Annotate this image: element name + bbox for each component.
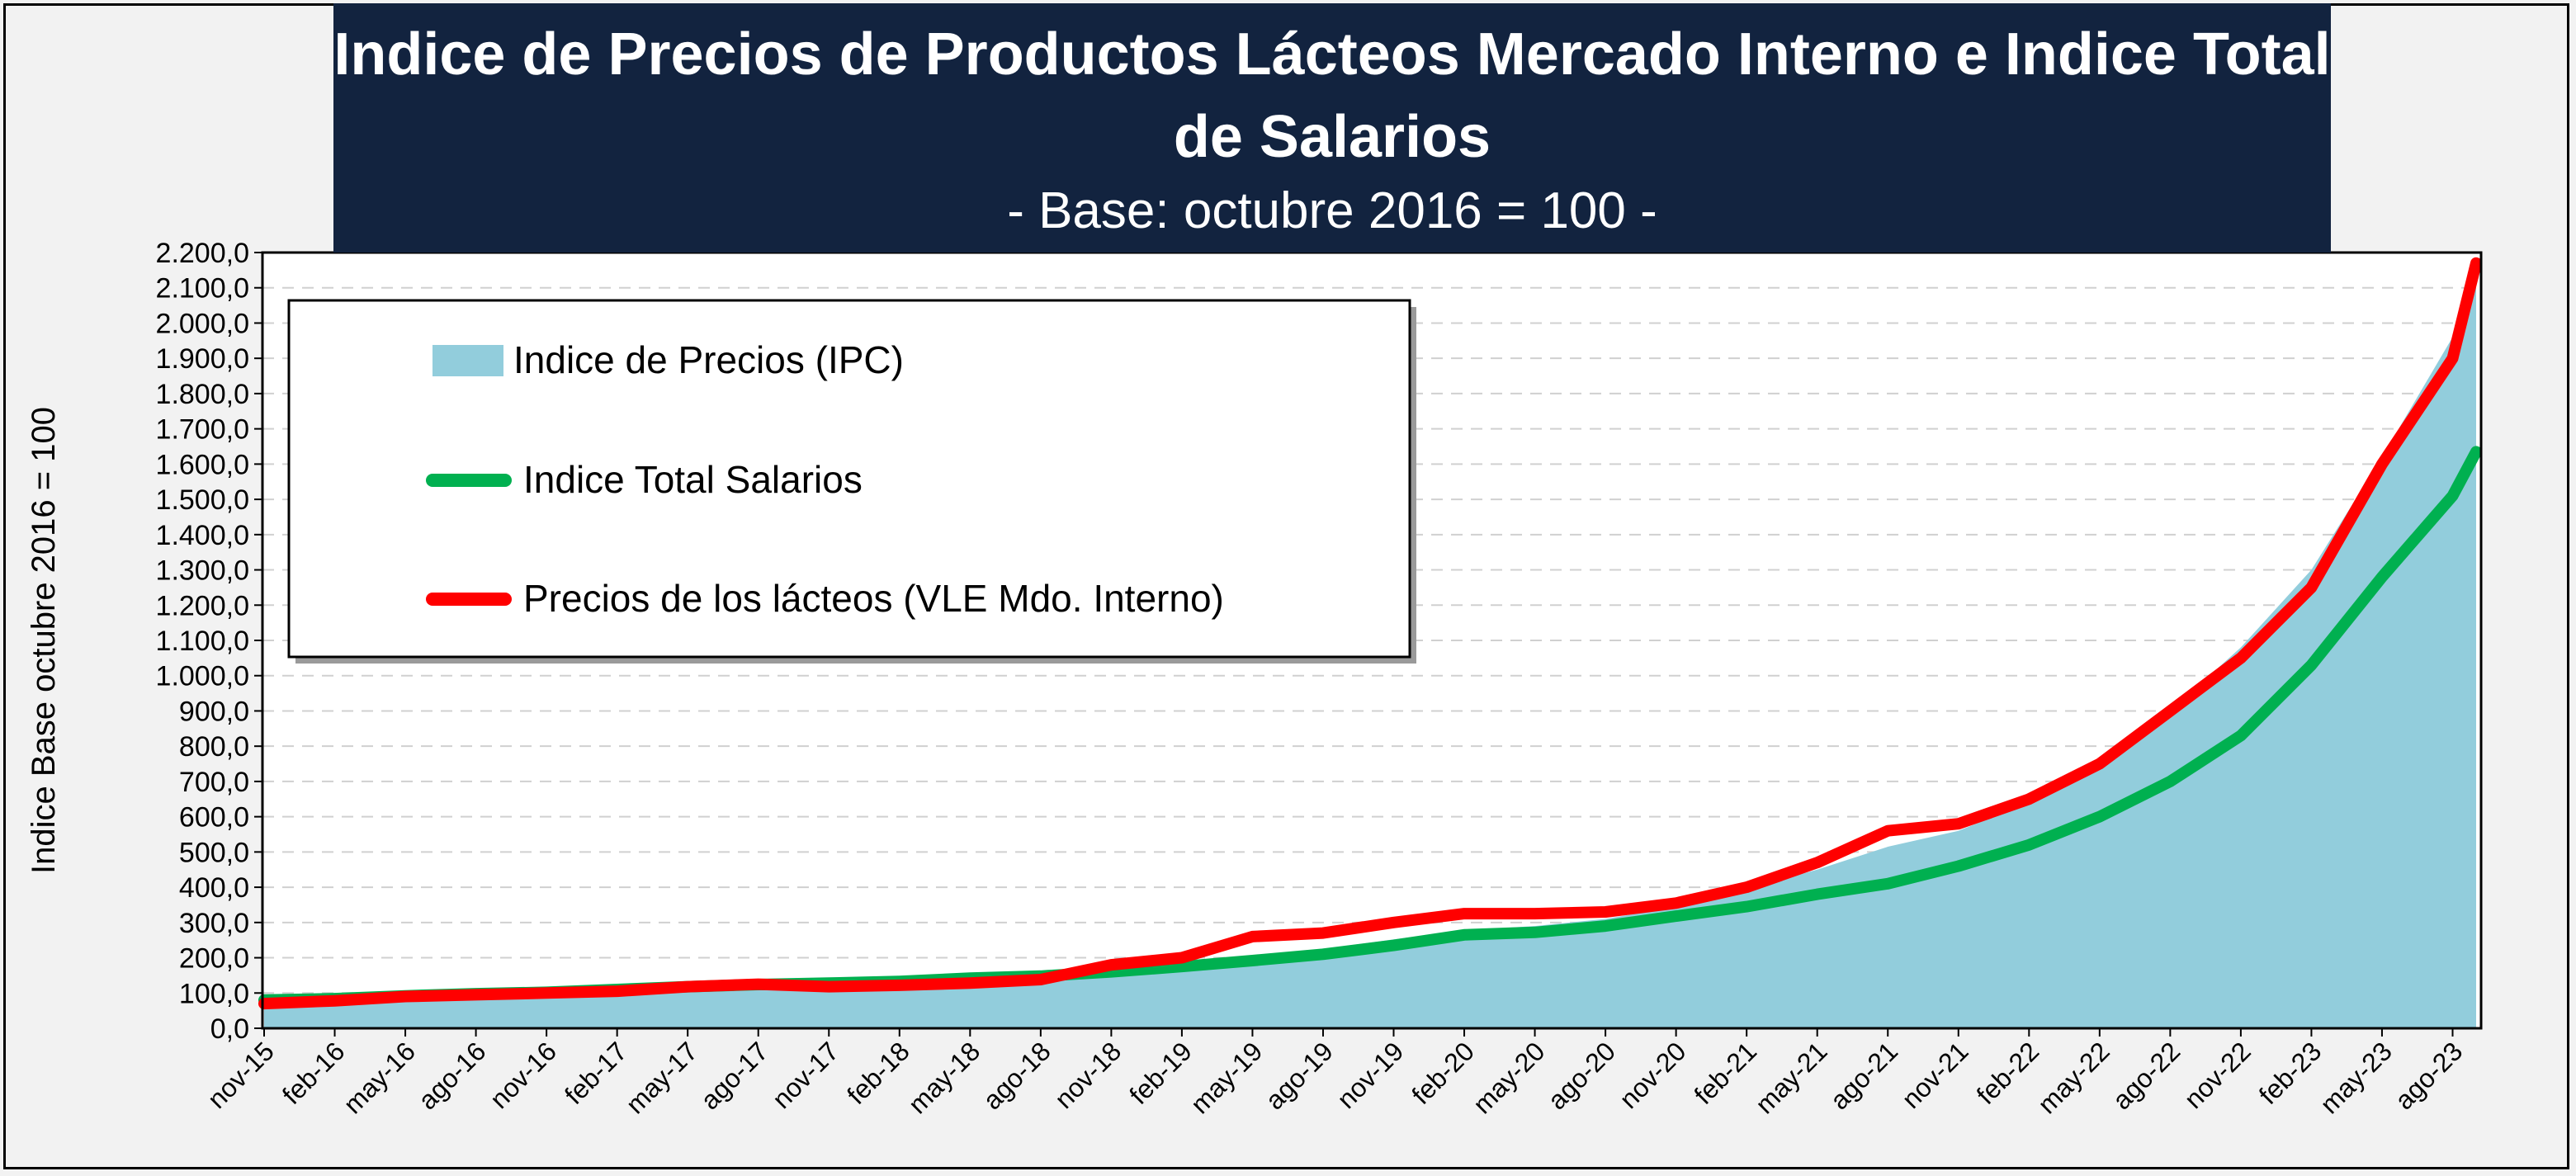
y-tick-label: 300,0 [179, 908, 249, 939]
y-tick-label: 500,0 [179, 837, 249, 868]
x-tick-label: nov-16 [484, 1036, 562, 1114]
y-tick-label: 400,0 [179, 872, 249, 904]
y-tick-label: 0,0 [210, 1013, 249, 1045]
y-tick-label: 1.500,0 [156, 484, 249, 516]
y-tick-label: 1.400,0 [156, 520, 249, 551]
series-area-indice-de-precios-ipc [264, 262, 2476, 1028]
x-tick-label: may-17 [620, 1036, 703, 1119]
x-tick-label: ago-21 [1824, 1036, 1903, 1115]
y-axis-label: Indice Base octubre 2016 = 100 [26, 407, 62, 874]
y-tick-label: 100,0 [179, 978, 249, 1009]
y-tick-label: 1.600,0 [156, 449, 249, 480]
x-tick-label: nov-20 [1614, 1036, 1692, 1114]
title-banner: Indice de Precios de Productos Lácteos M… [333, 3, 2331, 253]
x-tick-label: may-16 [338, 1036, 421, 1119]
y-tick-label: 1.100,0 [156, 626, 249, 657]
x-tick-label: nov-21 [1896, 1036, 1974, 1114]
x-tick-label: nov-22 [2178, 1036, 2257, 1114]
x-tick-label: nov-15 [201, 1036, 280, 1114]
y-tick-label: 1.800,0 [156, 379, 249, 410]
x-axis: nov-15feb-16may-16ago-16nov-16feb-17may-… [201, 1028, 2468, 1119]
legend-label-salarios: Indice Total Salarios [523, 458, 863, 501]
x-tick-label: may-20 [1468, 1036, 1551, 1119]
x-tick-label: nov-18 [1049, 1036, 1127, 1114]
y-tick-label: 700,0 [179, 767, 249, 798]
x-tick-label: ago-22 [2106, 1036, 2186, 1115]
y-tick-label: 1.900,0 [156, 343, 249, 375]
x-tick-label: ago-17 [695, 1036, 774, 1115]
y-tick-label: 900,0 [179, 696, 249, 727]
chart-title: Indice de Precios de Productos Lácteos M… [333, 21, 2331, 170]
x-tick-label: may-18 [902, 1036, 985, 1119]
legend-label-lacteos: Precios de los lácteos (VLE Mdo. Interno… [523, 577, 1224, 620]
x-tick-label: may-22 [2032, 1036, 2115, 1119]
x-tick-label: ago-16 [413, 1036, 492, 1115]
y-tick-label: 600,0 [179, 802, 249, 834]
series-line-precios-de-los-lacteos-vle-mdo-interno [258, 257, 2482, 1010]
chart-subtitle: - Base: octubre 2016 = 100 - [1007, 182, 1657, 239]
x-tick-label: ago-18 [977, 1036, 1056, 1115]
y-tick-label: 1.300,0 [156, 555, 249, 587]
x-tick-label: ago-19 [1260, 1036, 1339, 1115]
x-tick-label: nov-19 [1331, 1036, 1410, 1114]
y-tick-label: 800,0 [179, 731, 249, 763]
series-layer [258, 257, 2482, 1028]
x-tick-label: may-21 [1750, 1036, 1833, 1119]
y-tick-label: 2.100,0 [156, 273, 249, 305]
x-tick-label: may-23 [2314, 1036, 2398, 1119]
legend-label-ipc: Indice de Precios (IPC) [513, 338, 904, 381]
legend-swatch-ipc [432, 345, 503, 376]
x-tick-label: may-19 [1184, 1036, 1268, 1119]
y-tick-label: 200,0 [179, 943, 249, 975]
y-tick-label: 1.200,0 [156, 590, 249, 621]
x-tick-label: ago-20 [1542, 1036, 1621, 1115]
y-tick-label: 2.000,0 [156, 308, 249, 339]
x-tick-label: nov-17 [767, 1036, 845, 1114]
legend: Indice de Precios (IPC) Indice Total Sal… [287, 299, 1416, 664]
y-tick-label: 2.200,0 [156, 238, 249, 269]
y-tick-label: 1.700,0 [156, 414, 249, 446]
y-tick-label: 1.000,0 [156, 661, 249, 692]
x-tick-label: ago-23 [2389, 1036, 2469, 1115]
